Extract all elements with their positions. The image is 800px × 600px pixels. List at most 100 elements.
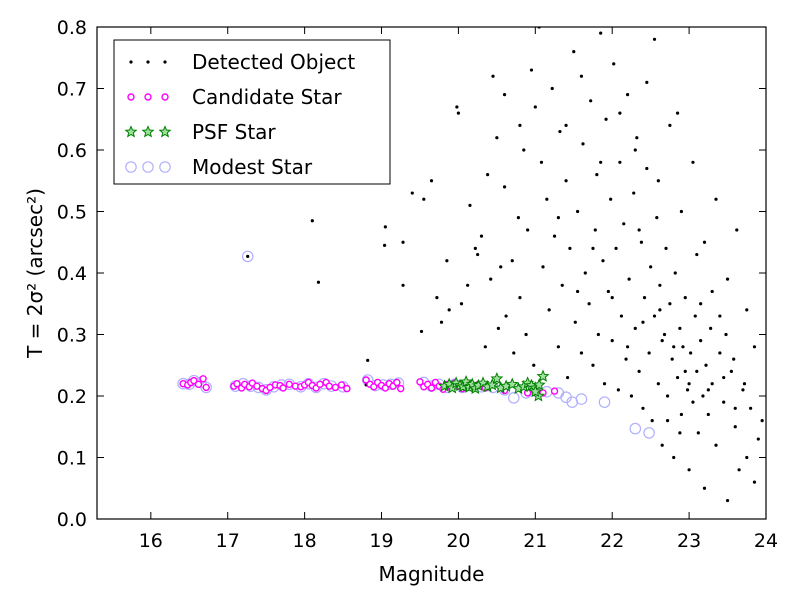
detected-object-point [468,203,472,207]
detected-object-point [495,136,499,140]
detected-object-point [668,123,672,127]
detected-object-point [601,259,605,263]
modest-star-point [200,381,212,394]
x-tick-label: 22 [600,530,624,552]
detected-object-point [745,455,749,460]
detected-object-point [695,252,699,257]
detected-object-point [689,351,693,355]
detected-object-point [709,326,713,330]
detected-object-point [614,246,618,250]
detected-object-point [737,468,741,472]
y-tick-label: 0.7 [57,79,87,101]
detected-object-point [725,498,730,503]
detected-object-point [602,382,607,386]
detected-object-point [619,314,624,318]
detected-object-point [547,308,551,312]
legend-marker-detected-object [163,60,167,64]
detected-object-point [518,296,522,300]
detected-object-point [662,332,667,337]
detected-object-point [564,179,568,183]
candidate-star-point [393,378,401,387]
detected-object-point [687,468,691,472]
detected-object-point [593,228,597,232]
detected-object-point [479,234,484,238]
detected-object-point [564,123,568,127]
detected-object-point [541,265,545,269]
detected-object-point [639,240,644,244]
x-tick-label: 16 [139,530,163,552]
detected-object-point [756,437,760,441]
detected-object-point [558,129,562,134]
detected-object-point [502,93,507,97]
candidate-star-point [233,380,241,388]
detected-object-point [745,308,749,312]
detected-object-point [678,431,682,435]
detected-object-point [556,216,560,220]
detected-object-point [675,375,680,380]
detected-object-point [591,246,595,250]
detected-object-point [483,345,487,349]
detected-object-point [660,339,664,343]
detected-object-point [672,455,676,460]
detected-object-point [316,280,321,284]
legend-marker-detected-object [146,60,150,64]
detected-object-point [752,345,757,349]
y-tick-label: 0.3 [57,325,87,347]
detected-object-point [568,246,572,250]
candidate-star-point [331,383,340,392]
detected-object-point [445,259,449,263]
detected-object-point [722,375,726,380]
legend-marker-psf-star [158,125,172,138]
detected-object-point [650,419,654,423]
detected-object-point [604,117,608,121]
detected-object-point [641,320,645,324]
detected-object-point [678,326,682,330]
modest-star-point [598,396,611,408]
y-tick-label: 0.8 [57,17,87,39]
detected-object-point [691,160,695,164]
detected-object-point [632,191,636,195]
candidate-star-point [194,380,203,389]
detected-object-point [410,191,414,195]
detected-object-point [382,243,387,247]
detected-object-point [635,136,639,140]
detected-object-point [456,111,461,115]
detected-object-point [612,62,616,66]
legend-item-modest-star: Modest Star [125,155,313,179]
detected-object-point [581,142,585,146]
modest-star-point [507,392,520,404]
detected-object-point [459,302,464,306]
detected-object-point [672,345,676,349]
legend-marker-candidate-star [161,93,169,101]
detected-object-point [618,160,622,164]
detected-object-point [652,314,657,318]
candidate-star-point [416,378,424,386]
detected-object-point [681,345,685,349]
detected-object-point [693,314,697,318]
detected-object-point [618,111,622,115]
detected-object-point [718,351,722,355]
detected-object-point [665,419,670,423]
modest-star-point [629,422,642,435]
candidate-star-point [316,380,324,389]
detected-object-point [447,308,451,312]
detected-object-point [510,259,514,263]
legend-item-psf-star: PSF Star [124,120,276,144]
detected-object-point [691,400,695,404]
detected-object-point [439,320,444,324]
detected-object-point [696,431,700,435]
detected-object-point [310,219,314,223]
detected-object-point [539,160,544,164]
detected-object-point [518,123,522,127]
modest-star-point [241,250,254,263]
legend-marker-detected-object [129,60,133,64]
legend-marker-candidate-star [127,93,135,101]
detected-object-point [658,283,662,287]
detected-object-point [656,179,660,183]
detected-object-point [655,216,659,220]
candidate-star-point [550,387,559,395]
detected-object-point [473,246,477,250]
detected-object-point [733,425,737,429]
legend-label-modest-star: Modest Star [192,155,313,179]
